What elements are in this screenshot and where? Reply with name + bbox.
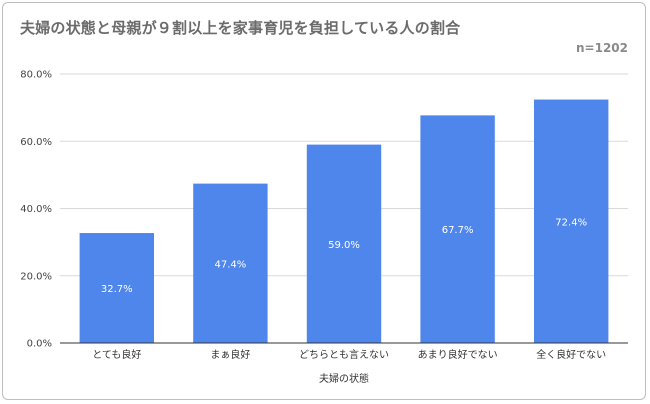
bar-value-label: 32.7% [101, 284, 133, 295]
bar [193, 183, 268, 343]
bars [79, 99, 609, 344]
x-tick-label: あまり良好でない [418, 348, 498, 361]
x-tick-label: 全く良好でない [536, 348, 606, 361]
bar-value-label: 47.4% [215, 259, 247, 270]
bar [79, 233, 155, 343]
bar-value-labels: 32.7% 47.4% 59.0% 67.7% 72.4% [101, 217, 587, 295]
bar [306, 144, 382, 343]
y-tick-label: 0.0% [27, 339, 52, 350]
sample-size-note: n=1202 [576, 41, 628, 55]
bar-value-label: 72.4% [555, 217, 587, 228]
y-tick-label: 20.0% [20, 271, 52, 282]
chart-title: 夫婦の状態と母親が９割以上を家事育児を負担している人の割合 [20, 19, 461, 37]
y-tick-label: 60.0% [20, 137, 52, 148]
x-tick-label: とても良好 [92, 348, 141, 361]
bar-value-label: 59.0% [328, 240, 360, 251]
y-axis-ticks: 0.0% 20.0% 40.0% 60.0% 80.0% [20, 70, 52, 350]
bar [420, 115, 495, 343]
y-tick-label: 40.0% [20, 204, 52, 215]
bar [533, 99, 609, 344]
x-axis-ticks: とても良好 まぁ良好 どちらとも言えない あまり良好でない 全く良好でない [92, 348, 606, 361]
x-tick-label: まぁ良好 [210, 348, 250, 361]
bar-value-label: 67.7% [442, 225, 474, 236]
y-tick-label: 80.0% [20, 70, 52, 81]
x-tick-label: どちらとも言えない [299, 348, 389, 361]
x-axis-label: 夫婦の状態 [319, 372, 369, 385]
